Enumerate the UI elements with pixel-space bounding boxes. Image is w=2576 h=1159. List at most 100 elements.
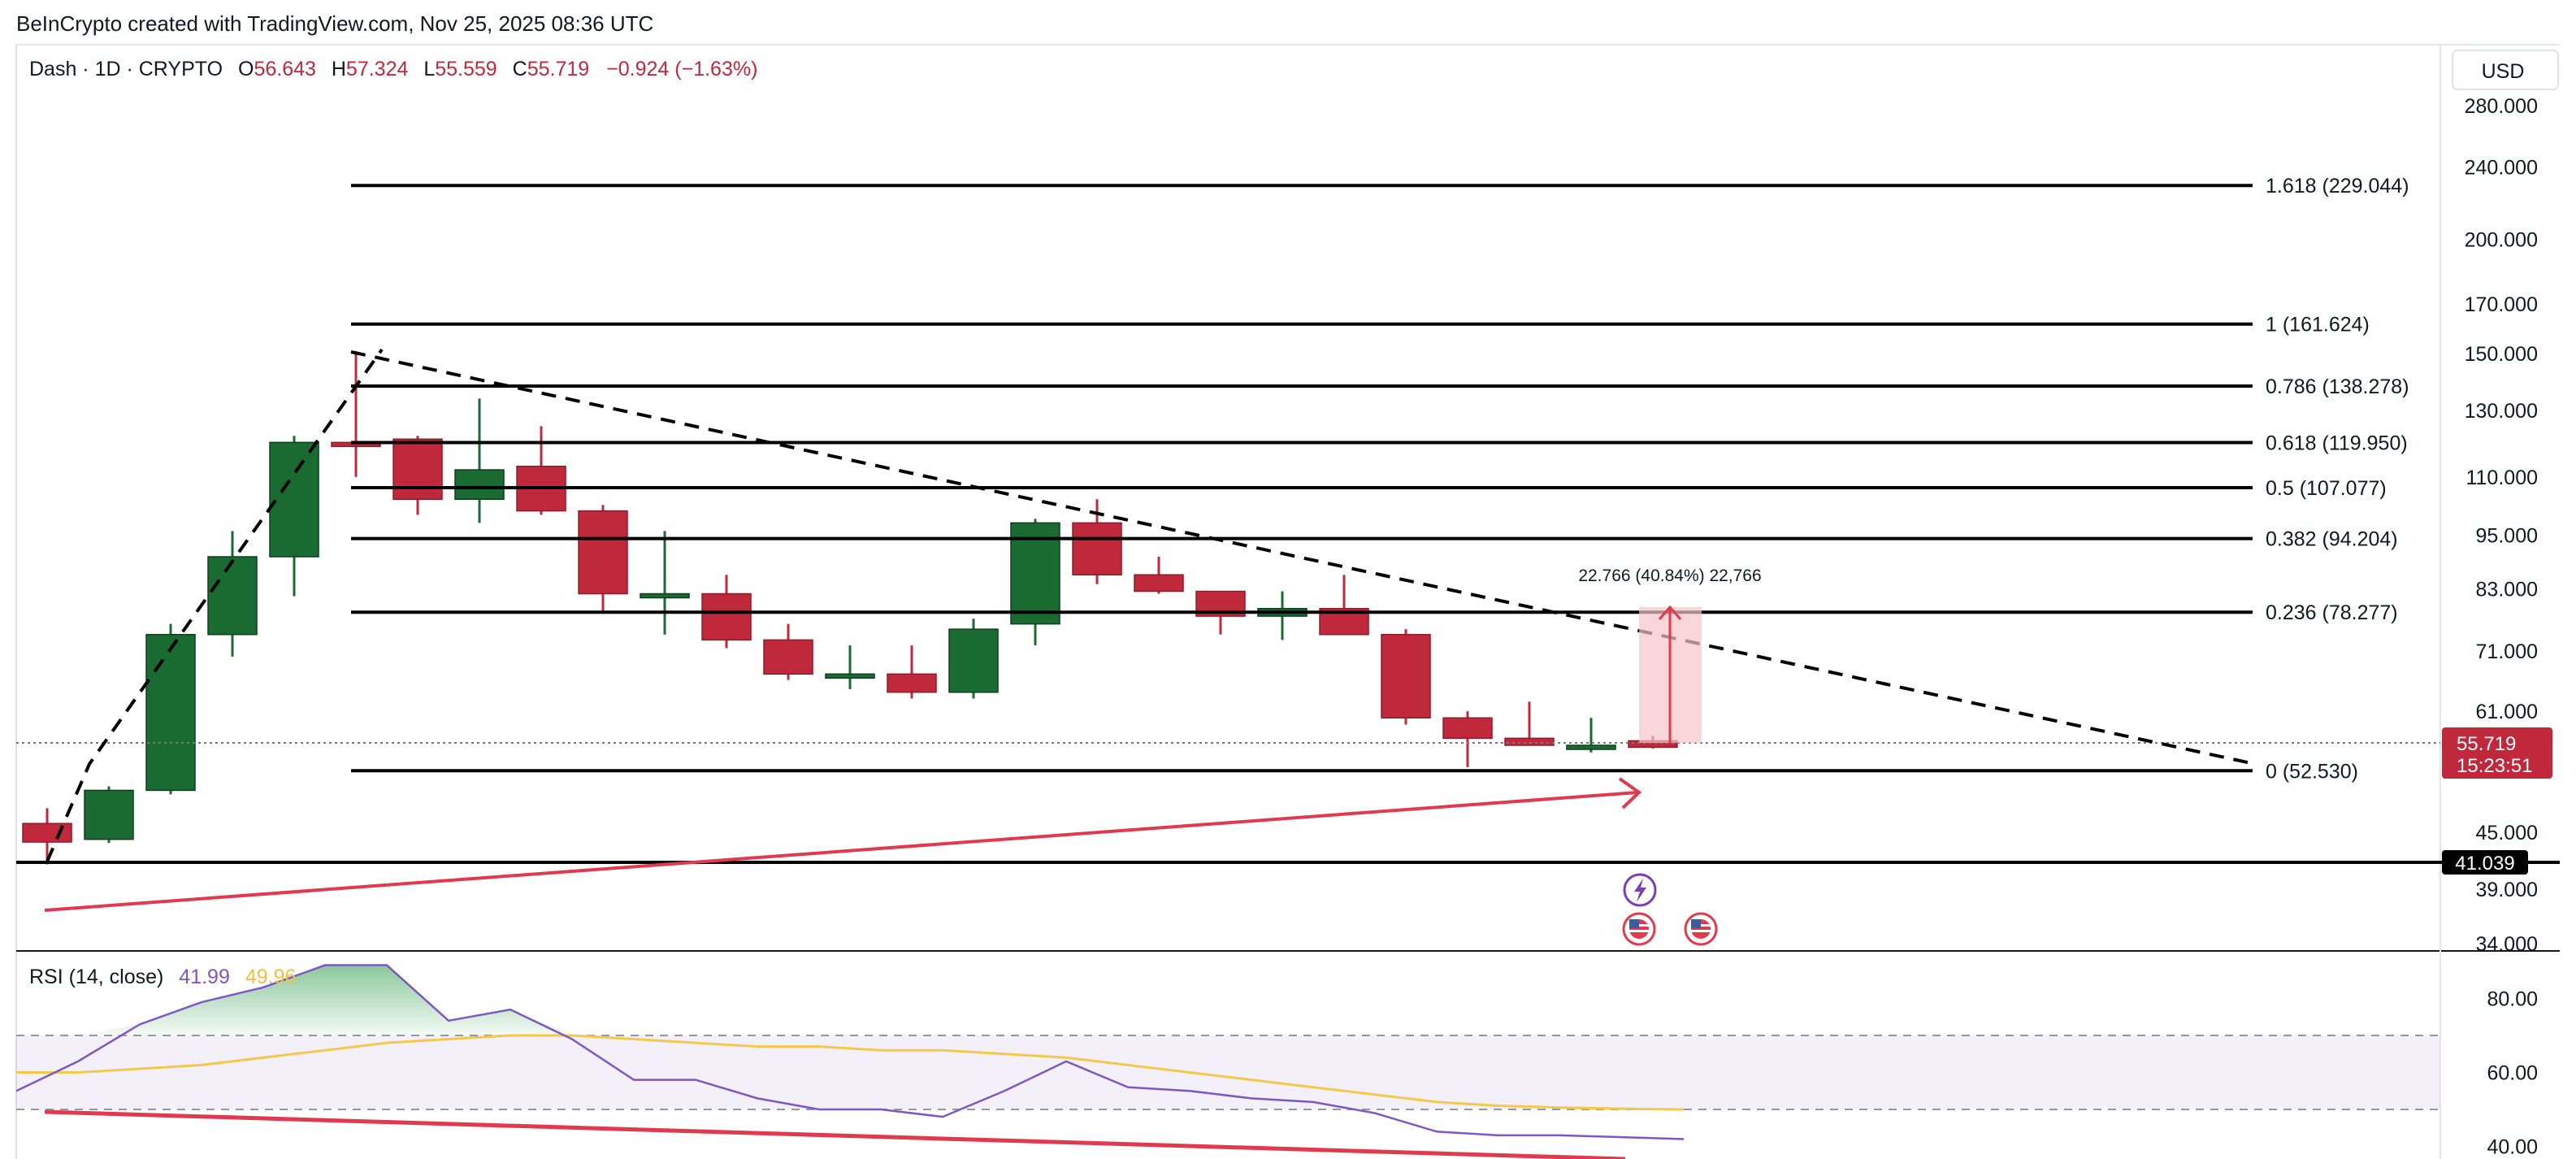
- symbol-name: Dash · 1D · CRYPTO: [29, 58, 223, 80]
- candle-body: [84, 789, 134, 840]
- price-tick-label: 240.000: [2465, 156, 2538, 179]
- price-tick-label: 200.000: [2465, 229, 2538, 252]
- fib-level-label: 1 (161.624): [2266, 314, 2370, 336]
- rally-trendline: [46, 348, 384, 862]
- fib-level-label: 0.618 (119.950): [2266, 432, 2408, 455]
- higher-lows-arrowhead: [1618, 777, 1642, 810]
- close-value: 55.719: [527, 58, 589, 80]
- price-tick-label: 61.000: [2476, 701, 2538, 723]
- candle: [1381, 629, 1431, 725]
- candle: [331, 350, 381, 477]
- support-price-badge: [2442, 850, 2528, 875]
- price-tick-label: 280.000: [2465, 95, 2538, 118]
- price-tick-label: 71.000: [2476, 640, 2538, 663]
- support-price-text: 41.039: [2455, 853, 2514, 875]
- symbol-legend: Dash · 1D · CRYPTO O56.643 H57.324 L55.5…: [29, 58, 757, 80]
- candle: [207, 531, 258, 657]
- candle: [516, 426, 566, 515]
- candle: [640, 531, 690, 635]
- candle: [392, 436, 443, 515]
- high-value: 57.324: [346, 58, 409, 80]
- change-value: −0.924 (−1.63%): [606, 58, 757, 80]
- rsi-band: [16, 1035, 2440, 1109]
- us-flag-event-icon-2[interactable]: [1684, 912, 1718, 946]
- open-value: 56.643: [254, 58, 315, 80]
- price-tick-label: 110.000: [2465, 467, 2538, 489]
- price-tick-label: 170.000: [2465, 293, 2538, 316]
- candle: [1504, 701, 1555, 746]
- candle-body: [269, 441, 319, 558]
- current-price-text: 55.719: [2457, 733, 2516, 755]
- rsi-legend: RSI (14, close) 41.99 49.96: [29, 966, 296, 988]
- us-flag-event-icon[interactable]: [1622, 912, 1656, 946]
- rsi-lower-highs-line: [44, 1109, 1626, 1159]
- candle: [1257, 591, 1308, 640]
- candle: [1566, 718, 1616, 753]
- candle: [1442, 711, 1493, 767]
- rsi-tick-label: 40.00: [2487, 1136, 2538, 1159]
- candle: [825, 645, 875, 689]
- candle: [145, 623, 196, 795]
- price-tick-label: 150.000: [2465, 343, 2538, 366]
- rsi-line: [15, 964, 1685, 1140]
- candle-body: [1504, 737, 1555, 746]
- descending-trendline: [350, 350, 2256, 766]
- candle: [887, 645, 937, 699]
- candle-body: [763, 639, 813, 675]
- candle: [948, 619, 999, 699]
- measure-arrow-head: [1658, 605, 1682, 620]
- candle: [84, 786, 134, 844]
- price-tick-label: 39.000: [2476, 879, 2538, 901]
- candle: [22, 808, 72, 865]
- candle: [1319, 575, 1369, 636]
- fib-level-label: 0.382 (94.204): [2266, 528, 2398, 551]
- fib-level-label: 0.5 (107.077): [2266, 477, 2387, 500]
- rsi-title: RSI (14, close): [29, 966, 163, 988]
- price-tick-label: 83.000: [2476, 579, 2538, 601]
- close-label: C: [513, 58, 527, 80]
- currency-label: USD: [2482, 60, 2525, 83]
- rsi-ma-value: 49.96: [245, 966, 297, 988]
- fib-level-label: 0.236 (78.277): [2266, 601, 2398, 624]
- candle: [1134, 556, 1184, 594]
- higher-lows-line: [44, 791, 1638, 912]
- countdown-text: 15:23:51: [2457, 755, 2532, 777]
- fib-level-label: 1.618 (229.044): [2266, 175, 2409, 198]
- candle-body: [948, 628, 999, 693]
- candle-body: [887, 673, 937, 693]
- low-label: L: [423, 58, 435, 80]
- candle-body: [578, 510, 628, 595]
- price-tick-label: 130.000: [2465, 400, 2538, 423]
- fib-level-label: 0 (52.530): [2266, 760, 2358, 783]
- attribution-text: BeInCrypto created with TradingView.com,…: [16, 11, 654, 36]
- candle-body: [454, 469, 505, 501]
- price-tick-label: 34.000: [2476, 933, 2538, 956]
- candle-body: [1442, 717, 1493, 740]
- candle: [1072, 499, 1122, 584]
- price-tick-label: 95.000: [2476, 525, 2538, 548]
- candle-body: [207, 556, 258, 636]
- candle-body: [1381, 633, 1431, 719]
- candle-body: [1072, 522, 1122, 575]
- lightning-event-icon[interactable]: [1623, 873, 1657, 907]
- rsi-tick-label: 80.00: [2487, 988, 2538, 1011]
- candle: [578, 505, 628, 614]
- open-label: O: [238, 58, 254, 80]
- candle-body: [1134, 574, 1184, 593]
- rsi-ma-line: [16, 1034, 1685, 1111]
- rsi-overbought-fill: [78, 965, 572, 1035]
- candle-body: [701, 593, 752, 641]
- candle-body: [640, 593, 690, 599]
- currency-selector[interactable]: [2452, 50, 2559, 90]
- measure-label: 22.766 (40.84%) 22,766: [1578, 566, 1761, 585]
- current-price-badge: [2442, 727, 2552, 779]
- low-value: 55.559: [435, 58, 497, 80]
- candle: [269, 436, 319, 597]
- candle-body: [1566, 744, 1616, 750]
- candle-body: [22, 823, 72, 843]
- fib-level-label: 0.786 (138.278): [2266, 375, 2409, 398]
- candle: [763, 623, 813, 680]
- candle: [454, 398, 505, 523]
- candle-body: [825, 673, 875, 679]
